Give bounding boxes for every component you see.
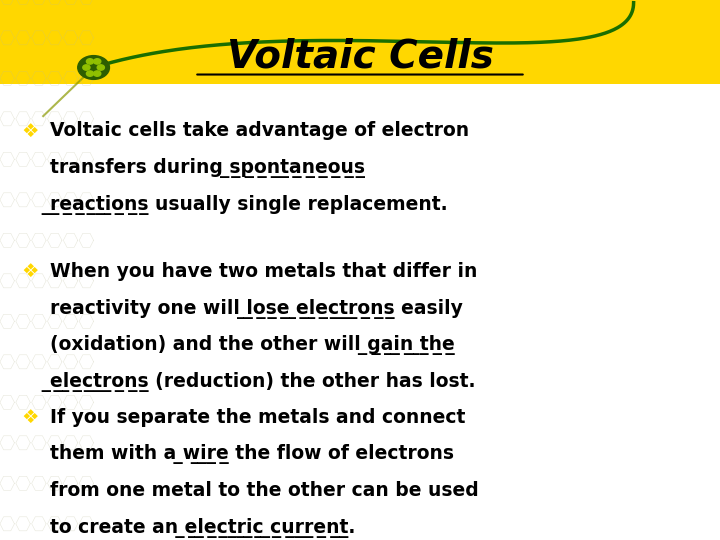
- Text: When you have two metals that differ in: When you have two metals that differ in: [50, 262, 478, 281]
- Text: Voltaic Cells: Voltaic Cells: [227, 38, 493, 76]
- FancyBboxPatch shape: [0, 0, 720, 84]
- Text: reactivity one will ̲l̲o̲s̲e̲ ̲e̲l̲e̲c̲t̲r̲o̲n̲s̲ easily: reactivity one will ̲l̲o̲s̲e̲ ̲e̲l̲e̲c̲t…: [50, 299, 463, 319]
- Text: to create an ̲e̲l̲e̲c̲t̲r̲i̲c̲ ̲c̲u̲r̲r̲e̲n̲t̲.: to create an ̲e̲l̲e̲c̲t̲r̲i̲c̲ ̲c̲u̲r̲r̲…: [50, 518, 356, 538]
- Text: from one metal to the other can be used: from one metal to the other can be used: [50, 481, 479, 500]
- Circle shape: [83, 65, 90, 70]
- Text: ❖: ❖: [22, 408, 39, 427]
- Circle shape: [97, 65, 104, 70]
- Text: (oxidation) and the other will ̲g̲a̲i̲n̲ ̲t̲h̲e̲: (oxidation) and the other will ̲g̲a̲i̲n̲…: [50, 335, 455, 355]
- Circle shape: [86, 71, 94, 76]
- Circle shape: [94, 59, 101, 64]
- Circle shape: [86, 59, 94, 64]
- Circle shape: [78, 56, 109, 79]
- Text: ̲r̲e̲a̲c̲t̲i̲o̲n̲s̲ usually single replacement.: ̲r̲e̲a̲c̲t̲i̲o̲n̲s̲ usually single repla…: [50, 195, 448, 215]
- Circle shape: [94, 71, 101, 76]
- Text: ❖: ❖: [22, 122, 39, 140]
- Text: them with a ̲w̲i̲r̲e̲ the flow of electrons: them with a ̲w̲i̲r̲e̲ the flow of electr…: [50, 444, 454, 464]
- Text: ̲e̲l̲e̲c̲t̲r̲o̲n̲s̲ (reduction) the other has lost.: ̲e̲l̲e̲c̲t̲r̲o̲n̲s̲ (reduction) the othe…: [50, 372, 476, 392]
- Text: transfers during ̲s̲p̲o̲n̲t̲a̲n̲e̲o̲u̲s̲: transfers during ̲s̲p̲o̲n̲t̲a̲n̲e̲o̲u̲s̲: [50, 158, 365, 178]
- Text: Voltaic cells take advantage of electron: Voltaic cells take advantage of electron: [50, 122, 469, 140]
- Text: ❖: ❖: [22, 262, 39, 281]
- Text: If you separate the metals and connect: If you separate the metals and connect: [50, 408, 466, 427]
